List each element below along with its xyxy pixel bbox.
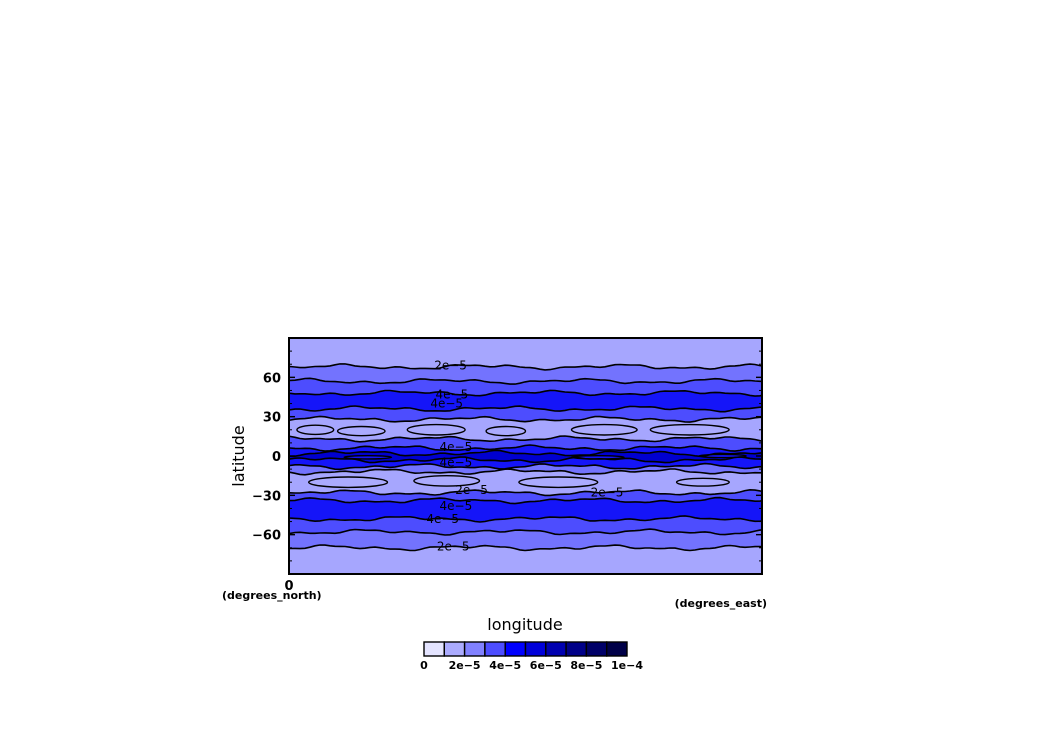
y-tick-label: 0 (272, 450, 281, 465)
contour-line (289, 544, 762, 552)
contour-band (289, 489, 762, 504)
contour-label: 4e−5 (440, 499, 473, 513)
contour-band (289, 406, 762, 423)
colorbar-swatch (606, 641, 628, 657)
colorbar: 0 2e−5 4e−5 6e−5 8e−5 1e−4 (420, 641, 643, 672)
colorbar-tick-label: 8e−5 (570, 659, 602, 672)
contour-island (296, 424, 335, 436)
contour-island (308, 476, 389, 489)
y-tick-label: −30 (252, 489, 281, 504)
colorbar-tick-label: 4e−5 (489, 659, 521, 672)
y-axis-ticks: 60 30 0 −30 −60 (252, 350, 762, 562)
contour-line (289, 389, 762, 397)
colorbar-swatch (423, 641, 445, 657)
contour-line (289, 415, 762, 423)
contour-island (343, 454, 393, 460)
contour-island (485, 425, 527, 437)
contour-line (289, 435, 762, 443)
contour-label: 2e−5 (434, 359, 467, 373)
contour-band (289, 445, 762, 457)
contour-label: 2e−5 (591, 486, 624, 500)
y-tick-label: 30 (263, 411, 281, 426)
contour-line (289, 528, 762, 536)
colorbar-swatch (463, 641, 486, 657)
contour-line (289, 468, 762, 476)
colorbar-tick-label: 0 (420, 659, 428, 672)
contour-line (289, 449, 762, 458)
contour-label: 2e−5 (455, 483, 488, 497)
contour-map (289, 338, 762, 574)
contour-label: 4e−5 (426, 512, 459, 526)
contour-island (406, 423, 466, 436)
y-axis-units: (degrees_north) (222, 589, 322, 602)
contour-line (289, 462, 762, 471)
contour-island (675, 477, 730, 487)
colorbar-swatch (484, 641, 506, 657)
colorbar-swatch (585, 641, 608, 657)
colorbar-tick-label: 2e−5 (449, 659, 481, 672)
colorbar-swatch (443, 641, 466, 657)
x-tick-label: 0 (284, 579, 293, 594)
contour-band (289, 497, 762, 522)
contour-label: 4e−5 (436, 387, 469, 401)
x-axis-ticks: 0 (284, 579, 293, 594)
contour-band (289, 416, 762, 442)
y-tick-label: 60 (263, 371, 281, 386)
contour-band (289, 529, 762, 551)
contour-band (289, 338, 762, 370)
colorbar-swatch (504, 641, 527, 657)
colorbar-swatch (545, 641, 567, 657)
contour-label: 4e−5 (430, 397, 463, 411)
contour-band (289, 463, 762, 475)
contour-band (289, 436, 762, 452)
contour-island (518, 476, 599, 489)
colorbar-tick-label: 6e−5 (530, 659, 562, 672)
contour-label: 2e−5 (437, 540, 470, 554)
contour-label: 4e−5 (440, 456, 473, 470)
contour-line (289, 496, 762, 505)
contour-line (289, 405, 762, 413)
contour-line (289, 377, 762, 385)
contour-island (336, 425, 386, 437)
contour-lines (289, 363, 762, 552)
contour-band (289, 545, 762, 574)
contour-island (649, 423, 730, 436)
contour-line (289, 488, 762, 497)
contour-island (570, 423, 638, 436)
y-tick-label: −60 (252, 529, 281, 544)
contour-band (289, 363, 762, 385)
colorbar-swatch (524, 641, 547, 657)
x-axis-title: longitude (487, 615, 562, 634)
contour-line (289, 515, 762, 523)
contour-island (413, 474, 481, 487)
colorbar-tick-label: 1e−4 (611, 659, 643, 672)
contour-line (289, 363, 762, 371)
y-axis-title: latitude (229, 425, 248, 486)
contour-label: 4e−5 (440, 440, 473, 454)
contour-labels: 2e−54e−54e−54e−54e−52e−5 2e−54e−54e−52e−5 (426, 359, 623, 554)
colorbar-swatch (565, 641, 588, 657)
contour-line (289, 456, 762, 464)
contour-line (289, 444, 762, 452)
x-axis-units: (degrees_east) (675, 597, 767, 610)
